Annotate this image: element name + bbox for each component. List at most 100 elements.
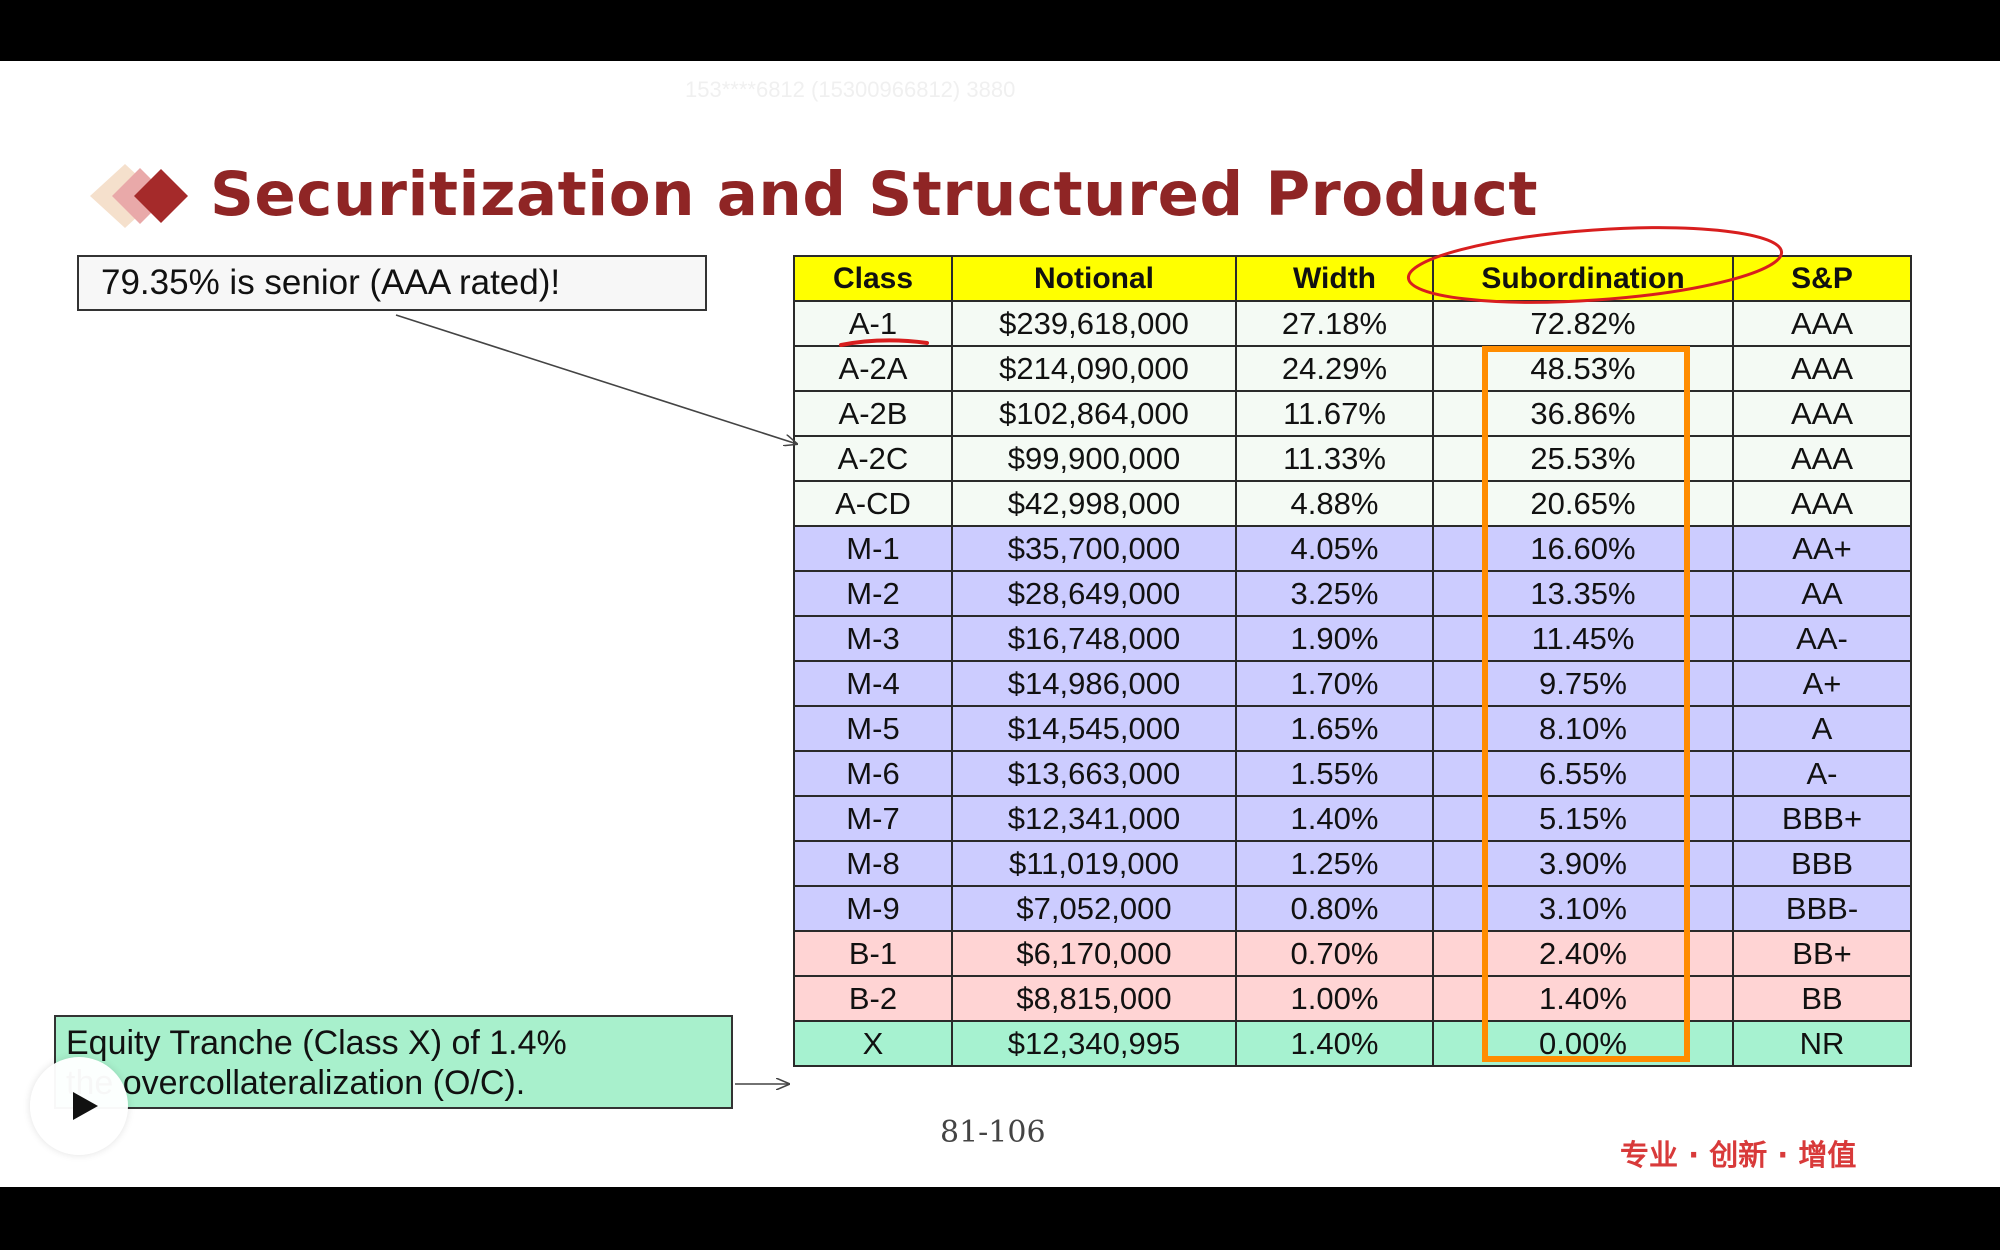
cell-notional: $7,052,000 [951, 885, 1237, 932]
cell-sp: BBB [1732, 840, 1912, 887]
cell-width: 4.88% [1235, 480, 1434, 527]
cell-subordination: 25.53% [1432, 435, 1734, 482]
table-row: M-8 $11,019,000 1.25% 3.90% BBB [793, 840, 1912, 887]
table-row: B-1 $6,170,000 0.70% 2.40% BB+ [793, 930, 1912, 977]
cell-class: M-8 [793, 840, 953, 887]
table-row: A-1 $239,618,000 27.18% 72.82% AAA [793, 300, 1912, 347]
cell-notional: $8,815,000 [951, 975, 1237, 1022]
cell-notional: $14,986,000 [951, 660, 1237, 707]
senior-callout: 79.35% is senior (AAA rated)! [77, 255, 707, 311]
cell-notional: $99,900,000 [951, 435, 1237, 482]
cell-class: M-5 [793, 705, 953, 752]
cell-notional: $14,545,000 [951, 705, 1237, 752]
cell-class: M-7 [793, 795, 953, 842]
cell-width: 1.40% [1235, 795, 1434, 842]
cell-sp: BB+ [1732, 930, 1912, 977]
cell-notional: $102,864,000 [951, 390, 1237, 437]
cell-subordination: 16.60% [1432, 525, 1734, 572]
cell-width: 1.55% [1235, 750, 1434, 797]
cell-width: 1.70% [1235, 660, 1434, 707]
equity-callout-line-2: the overcollateralization (O/C). [66, 1064, 526, 1102]
play-button[interactable] [30, 1057, 128, 1155]
table-row: M-4 $14,986,000 1.70% 9.75% A+ [793, 660, 1912, 707]
cell-subordination: 9.75% [1432, 660, 1734, 707]
table-row: M-9 $7,052,000 0.80% 3.10% BBB- [793, 885, 1912, 932]
header-width: Width [1235, 255, 1434, 302]
cell-subordination: 36.86% [1432, 390, 1734, 437]
cell-sp: AAA [1732, 390, 1912, 437]
cell-notional: $6,170,000 [951, 930, 1237, 977]
cell-subordination: 72.82% [1432, 300, 1734, 347]
cell-notional: $35,700,000 [951, 525, 1237, 572]
cell-width: 11.67% [1235, 390, 1434, 437]
cell-width: 27.18% [1235, 300, 1434, 347]
cell-sp: AAA [1732, 435, 1912, 482]
table-row: M-3 $16,748,000 1.90% 11.45% AA- [793, 615, 1912, 662]
cell-sp: NR [1732, 1020, 1912, 1067]
cell-sp: AA+ [1732, 525, 1912, 572]
cell-class: A-2A [793, 345, 953, 392]
cell-width: 0.80% [1235, 885, 1434, 932]
cell-notional: $239,618,000 [951, 300, 1237, 347]
cell-class: A-CD [793, 480, 953, 527]
cell-width: 1.90% [1235, 615, 1434, 662]
cell-subordination: 0.00% [1432, 1020, 1734, 1067]
cell-class: M-4 [793, 660, 953, 707]
table-row: M-5 $14,545,000 1.65% 8.10% A [793, 705, 1912, 752]
cell-subordination: 20.65% [1432, 480, 1734, 527]
cell-class: A-2B [793, 390, 953, 437]
table-row: A-2A $214,090,000 24.29% 48.53% AAA [793, 345, 1912, 392]
cell-subordination: 11.45% [1432, 615, 1734, 662]
cell-sp: AA- [1732, 615, 1912, 662]
slide-title: Securitization and Structured Product [210, 159, 1539, 230]
cell-subordination: 6.55% [1432, 750, 1734, 797]
page-number: 81-106 [940, 1115, 1046, 1150]
table-row: A-CD $42,998,000 4.88% 20.65% AAA [793, 480, 1912, 527]
cell-sp: AAA [1732, 300, 1912, 347]
cell-width: 4.05% [1235, 525, 1434, 572]
cell-notional: $13,663,000 [951, 750, 1237, 797]
cell-width: 1.00% [1235, 975, 1434, 1022]
cell-subordination: 3.10% [1432, 885, 1734, 932]
equity-callout-line-1: Equity Tranche (Class X) of 1.4% [66, 1024, 567, 1062]
cell-width: 1.65% [1235, 705, 1434, 752]
cell-class: M-2 [793, 570, 953, 617]
cell-class: X [793, 1020, 953, 1067]
cell-subordination: 48.53% [1432, 345, 1734, 392]
cell-notional: $42,998,000 [951, 480, 1237, 527]
cell-notional: $12,340,995 [951, 1020, 1237, 1067]
header-class: Class [793, 255, 953, 302]
cell-width: 1.40% [1235, 1020, 1434, 1067]
cell-width: 24.29% [1235, 345, 1434, 392]
cell-subordination: 5.15% [1432, 795, 1734, 842]
cell-sp: AA [1732, 570, 1912, 617]
diamond-logo-icon [90, 164, 188, 228]
cell-notional: $11,019,000 [951, 840, 1237, 887]
table-row: A-2B $102,864,000 11.67% 36.86% AAA [793, 390, 1912, 437]
cell-subordination: 2.40% [1432, 930, 1734, 977]
cell-sp: BBB+ [1732, 795, 1912, 842]
table-row: M-1 $35,700,000 4.05% 16.60% AA+ [793, 525, 1912, 572]
cell-sp: BBB- [1732, 885, 1912, 932]
table-header-row: Class Notional Width Subordination S&P [793, 255, 1912, 302]
cell-subordination: 3.90% [1432, 840, 1734, 887]
cell-notional: $16,748,000 [951, 615, 1237, 662]
header-subordination: Subordination [1432, 255, 1734, 302]
table-row: X $12,340,995 1.40% 0.00% NR [793, 1020, 1912, 1067]
slide: 153****6812 (15300966812) 3880 Securitiz… [0, 61, 2000, 1187]
cell-class: M-9 [793, 885, 953, 932]
cell-notional: $12,341,000 [951, 795, 1237, 842]
cell-sp: AAA [1732, 345, 1912, 392]
tranche-table: Class Notional Width Subordination S&P A… [793, 255, 1912, 1067]
equity-callout: Equity Tranche (Class X) of 1.4% the ove… [54, 1015, 733, 1109]
table-row: M-6 $13,663,000 1.55% 6.55% A- [793, 750, 1912, 797]
cell-notional: $214,090,000 [951, 345, 1237, 392]
header-sp: S&P [1732, 255, 1912, 302]
cell-sp: BB [1732, 975, 1912, 1022]
cell-width: 0.70% [1235, 930, 1434, 977]
cell-class: A-1 [793, 300, 953, 347]
cell-sp: A- [1732, 750, 1912, 797]
cell-subordination: 13.35% [1432, 570, 1734, 617]
cell-subordination: 8.10% [1432, 705, 1734, 752]
play-icon [73, 1092, 98, 1120]
